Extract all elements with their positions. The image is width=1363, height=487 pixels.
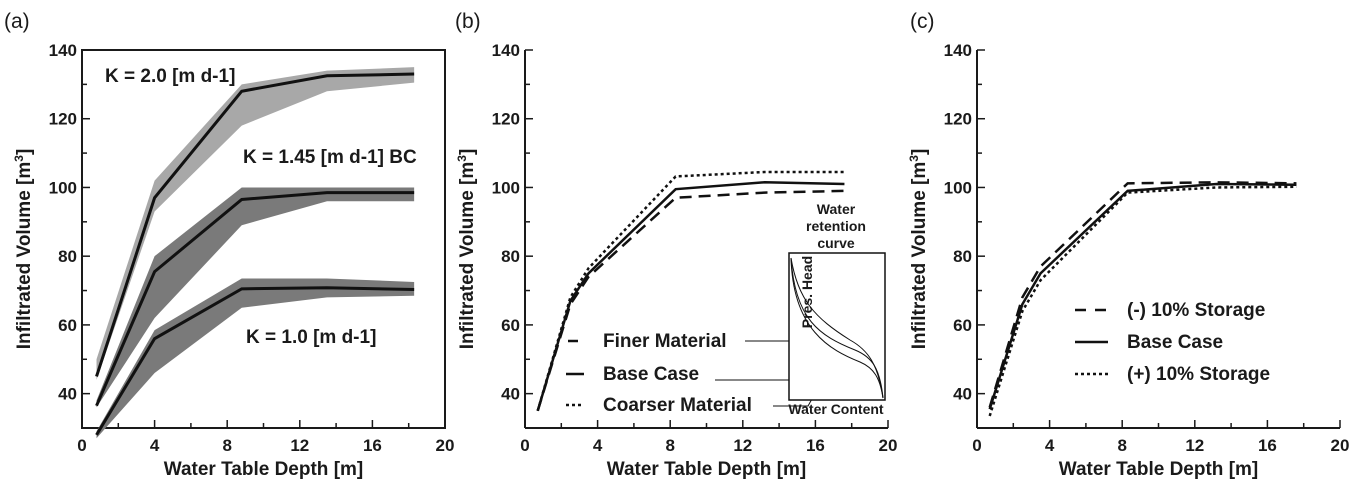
series-line (536, 189, 845, 412)
series-line (988, 185, 1297, 417)
legend-label: Base Case (603, 364, 699, 385)
y-tick-label: 140 (492, 41, 520, 60)
retention-curve (790, 257, 884, 399)
x-tick-label: 8 (222, 436, 231, 455)
series-line (95, 72, 415, 377)
x-tick-label: 8 (1117, 436, 1126, 455)
uncertainty-band (96, 187, 415, 408)
legend-label: Finer Material (603, 331, 727, 352)
x-tick-label: 12 (1185, 436, 1204, 455)
x-tick-label: 20 (1331, 436, 1350, 455)
y-tick-label: 60 (58, 316, 77, 335)
x-tick-label: 16 (1258, 436, 1277, 455)
x-tick-label: 12 (733, 436, 752, 455)
panel-b: 0 4 8 12 16 20 40 60 80 100 120 140 Water Table Dept… (455, 41, 897, 480)
x-tick-label: 20 (436, 436, 455, 455)
series-line (536, 181, 845, 412)
y-tick-label: 120 (944, 110, 972, 129)
x-tick-label: 4 (1045, 436, 1055, 455)
y-tick-label: 100 (49, 178, 77, 197)
x-tick-label: 16 (363, 436, 382, 455)
x-tick-label: 12 (290, 436, 309, 455)
legend-label: Base Case (1127, 332, 1223, 353)
y-tick-label: 60 (953, 316, 972, 335)
annotation-k1: K = 1.0 [m d-1] (246, 327, 376, 348)
x-tick-label: 4 (150, 436, 160, 455)
y-tick-label: 120 (492, 110, 520, 129)
y-tick-label: 80 (953, 247, 972, 266)
panel-a-label: (a) (4, 10, 30, 33)
inset-x-label: Water Content (788, 401, 883, 417)
x-tick-label: 0 (77, 436, 86, 455)
retention-curve (790, 257, 884, 399)
annotation-k2: K = 2.0 [m d-1] (105, 66, 235, 87)
y-tick-label: 60 (501, 316, 520, 335)
x-tick-label: 8 (665, 436, 674, 455)
y-tick-label: 100 (492, 178, 520, 197)
panel-a: 0 4 8 12 16 20 40 60 80 100 120 140 Water Table Dept… (12, 41, 454, 480)
y-tick-label: 40 (501, 385, 520, 404)
y-axis-label: Infiltrated Volume [m3] (455, 149, 478, 350)
x-axis-label: Water Table Depth [m] (1059, 459, 1259, 480)
legend-label: Coarser Material (603, 395, 752, 416)
y-tick-label: 40 (953, 385, 972, 404)
y-tick-label: 80 (501, 247, 520, 266)
series-line (95, 286, 415, 436)
y-tick-label: 140 (944, 41, 972, 60)
y-tick-label: 100 (944, 178, 972, 197)
x-axis-label: Water Table Depth [m] (607, 459, 807, 480)
series-line (988, 181, 1297, 408)
y-tick-label: 40 (58, 385, 77, 404)
panel-c: 0 4 8 12 16 20 40 60 80 100 120 140 Water Table Dept… (907, 41, 1349, 480)
x-tick-label: 16 (806, 436, 825, 455)
x-axis-label: Water Table Depth [m] (164, 459, 364, 480)
y-tick-label: 80 (58, 247, 77, 266)
y-axis-label: Infiltrated Volume [m3] (907, 149, 930, 350)
x-tick-label: 0 (972, 436, 981, 455)
panel-b-label: (b) (455, 10, 481, 33)
inset-title: curve (817, 235, 855, 251)
series-line (988, 182, 1297, 410)
inset-title: retention (806, 218, 866, 234)
legend-label: (-) 10% Storage (1127, 300, 1265, 321)
retention-curve (790, 257, 884, 399)
uncertainty-band (96, 278, 415, 439)
y-axis-label: Infiltrated Volume [m3] (12, 149, 35, 350)
y-tick-label: 140 (49, 41, 77, 60)
x-tick-label: 4 (593, 436, 603, 455)
y-tick-label: 120 (49, 110, 77, 129)
inset-frame (788, 252, 886, 401)
x-tick-label: 0 (520, 436, 529, 455)
panel-c-label: (c) (910, 10, 935, 33)
series-line (536, 170, 845, 412)
series-line (95, 191, 415, 407)
x-tick-label: 20 (879, 436, 898, 455)
legend-label: (+) 10% Storage (1127, 364, 1270, 385)
annotation-k145: K = 1.45 [m d-1] BC (243, 147, 417, 168)
inset-title: Water (817, 201, 856, 217)
